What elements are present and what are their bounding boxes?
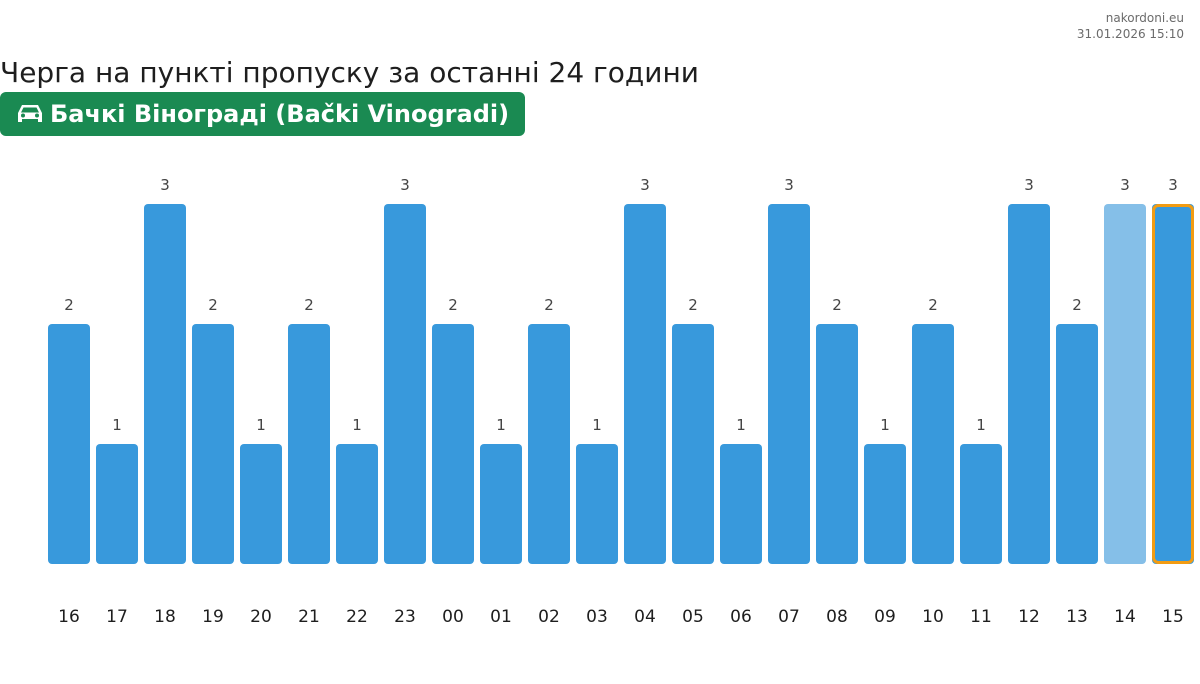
value-label-17: 1 bbox=[112, 416, 122, 434]
bar-05 bbox=[672, 324, 714, 564]
category-label-20: 20 bbox=[250, 607, 272, 627]
category-label-12: 12 bbox=[1018, 607, 1040, 627]
category-label-18: 18 bbox=[154, 607, 176, 627]
category-label-09: 09 bbox=[874, 607, 896, 627]
category-label-00: 00 bbox=[442, 607, 464, 627]
category-label-17: 17 bbox=[106, 607, 128, 627]
source-info: nakordoni.eu 31.01.2026 15:10 bbox=[1077, 10, 1184, 42]
bar-03 bbox=[576, 444, 618, 564]
bar-23 bbox=[384, 204, 426, 564]
category-label-22: 22 bbox=[346, 607, 368, 627]
value-label-03: 1 bbox=[592, 416, 602, 434]
bar-01 bbox=[480, 444, 522, 564]
value-label-18: 3 bbox=[160, 176, 170, 194]
checkpoint-badge: Бачкі Віноградi (Bački Vinogradi) bbox=[0, 92, 526, 136]
category-label-03: 03 bbox=[586, 607, 608, 627]
category-label-04: 04 bbox=[634, 607, 656, 627]
value-label-05: 2 bbox=[688, 296, 698, 314]
bar-14 bbox=[1104, 204, 1146, 564]
bar-16 bbox=[48, 324, 90, 564]
category-label-02: 02 bbox=[538, 607, 560, 627]
value-label-08: 2 bbox=[832, 296, 842, 314]
bar-20 bbox=[240, 444, 282, 564]
category-label-21: 21 bbox=[298, 607, 320, 627]
checkpoint-name: Бачкі Віноградi (Bački Vinogradi) bbox=[50, 100, 510, 128]
value-label-14: 3 bbox=[1120, 176, 1130, 194]
value-label-15: 3 bbox=[1168, 176, 1178, 194]
source-timestamp: 31.01.2026 15:10 bbox=[1076, 27, 1184, 41]
category-label-08: 08 bbox=[826, 607, 848, 627]
value-label-23: 3 bbox=[400, 176, 410, 194]
highlight-border-15 bbox=[1152, 204, 1194, 564]
value-label-02: 2 bbox=[544, 296, 554, 314]
value-label-16: 2 bbox=[64, 296, 74, 314]
category-label-10: 10 bbox=[922, 607, 944, 627]
bar-19 bbox=[192, 324, 234, 564]
value-label-12: 3 bbox=[1024, 176, 1034, 194]
category-label-23: 23 bbox=[394, 607, 416, 627]
bar-06 bbox=[720, 444, 762, 564]
bar-21 bbox=[288, 324, 330, 564]
bar-22 bbox=[336, 444, 378, 564]
bar-15 bbox=[1152, 204, 1194, 564]
bar-11 bbox=[960, 444, 1002, 564]
source-site: nakordoni.eu bbox=[1105, 11, 1184, 25]
car-icon bbox=[16, 102, 44, 126]
category-label-13: 13 bbox=[1066, 607, 1088, 627]
bar-13 bbox=[1056, 324, 1098, 564]
bar-09 bbox=[864, 444, 906, 564]
value-label-07: 3 bbox=[784, 176, 794, 194]
category-label-16: 16 bbox=[58, 607, 80, 627]
value-label-00: 2 bbox=[448, 296, 458, 314]
value-label-06: 1 bbox=[736, 416, 746, 434]
bar-00 bbox=[432, 324, 474, 564]
value-label-19: 2 bbox=[208, 296, 218, 314]
bar-08 bbox=[816, 324, 858, 564]
bar-04 bbox=[624, 204, 666, 564]
value-label-11: 1 bbox=[976, 416, 986, 434]
category-label-11: 11 bbox=[970, 607, 992, 627]
bar-10 bbox=[912, 324, 954, 564]
value-label-21: 2 bbox=[304, 296, 314, 314]
value-label-20: 1 bbox=[256, 416, 266, 434]
category-label-06: 06 bbox=[730, 607, 752, 627]
value-label-04: 3 bbox=[640, 176, 650, 194]
category-label-15: 15 bbox=[1162, 607, 1184, 627]
value-label-01: 1 bbox=[496, 416, 506, 434]
value-label-13: 2 bbox=[1072, 296, 1082, 314]
bar-02 bbox=[528, 324, 570, 564]
bar-17 bbox=[96, 444, 138, 564]
category-label-07: 07 bbox=[778, 607, 800, 627]
bar-12 bbox=[1008, 204, 1050, 564]
value-label-10: 2 bbox=[928, 296, 938, 314]
value-label-09: 1 bbox=[880, 416, 890, 434]
bar-18 bbox=[144, 204, 186, 564]
page-title: Черга на пункті пропуску за останні 24 г… bbox=[0, 56, 699, 89]
category-label-19: 19 bbox=[202, 607, 224, 627]
category-label-05: 05 bbox=[682, 607, 704, 627]
category-label-01: 01 bbox=[490, 607, 512, 627]
value-label-22: 1 bbox=[352, 416, 362, 434]
bar-07 bbox=[768, 204, 810, 564]
queue-chart: 2161173182191202211223232001012021033042… bbox=[48, 176, 1194, 627]
category-label-14: 14 bbox=[1114, 607, 1136, 627]
